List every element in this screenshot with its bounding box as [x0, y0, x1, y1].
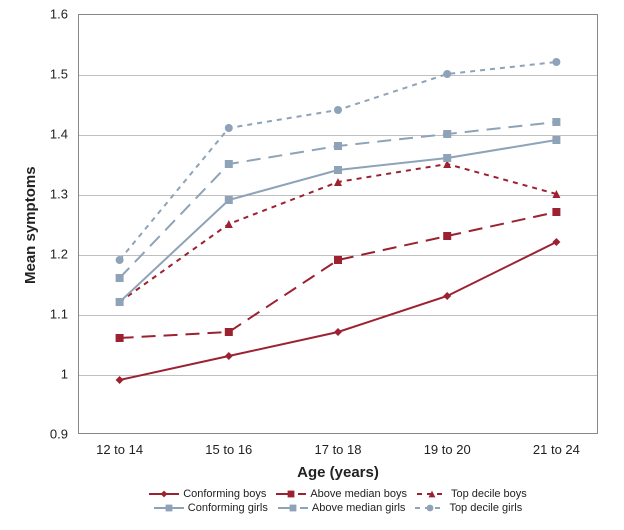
- x-tick-label: 12 to 14: [96, 442, 143, 457]
- legend-swatch-above_median_girls: [278, 502, 308, 514]
- gridline: [79, 195, 597, 196]
- y-tick-label: 1.4: [0, 127, 68, 142]
- legend-row: Conforming girls Above median girls Top de…: [78, 502, 598, 514]
- x-tick-label: 19 to 20: [424, 442, 471, 457]
- x-tick-label: 17 to 18: [315, 442, 362, 457]
- legend-label: Conforming girls: [188, 502, 268, 514]
- gridline: [79, 255, 597, 256]
- legend: Conforming boys Above median boys Top deci…: [78, 486, 598, 516]
- x-tick-label: 21 to 24: [533, 442, 580, 457]
- y-tick-label: 1.6: [0, 7, 68, 22]
- legend-label: Top decile girls: [449, 502, 522, 514]
- legend-label: Conforming boys: [183, 488, 266, 500]
- legend-item-top_decile_girls: Top decile girls: [415, 502, 522, 514]
- y-tick-label: 1.3: [0, 187, 68, 202]
- gridline: [79, 135, 597, 136]
- y-tick-label: 1.1: [0, 307, 68, 322]
- legend-swatch-conforming_girls: [154, 502, 184, 514]
- legend-swatch-top_decile_boys: [417, 488, 447, 500]
- y-tick-label: 0.9: [0, 427, 68, 442]
- plot-area: [78, 14, 598, 434]
- gridline: [79, 315, 597, 316]
- legend-row: Conforming boys Above median boys Top deci…: [78, 488, 598, 500]
- legend-item-conforming_girls: Conforming girls: [154, 502, 268, 514]
- gridline: [79, 375, 597, 376]
- gridline: [79, 75, 597, 76]
- chart-container: Mean symptoms Age (years) Conforming boy…: [0, 0, 624, 530]
- legend-swatch-conforming_boys: [149, 488, 179, 500]
- legend-swatch-top_decile_girls: [415, 502, 445, 514]
- legend-swatch-above_median_boys: [276, 488, 306, 500]
- legend-item-above_median_girls: Above median girls: [278, 502, 406, 514]
- y-tick-label: 1.2: [0, 247, 68, 262]
- legend-label: Above median boys: [310, 488, 407, 500]
- y-axis-title: Mean symptoms: [22, 166, 39, 284]
- legend-item-above_median_boys: Above median boys: [276, 488, 407, 500]
- y-tick-label: 1: [0, 367, 68, 382]
- legend-item-conforming_boys: Conforming boys: [149, 488, 266, 500]
- legend-label: Above median girls: [312, 502, 406, 514]
- x-axis-title: Age (years): [78, 464, 598, 481]
- legend-label: Top decile boys: [451, 488, 527, 500]
- y-tick-label: 1.5: [0, 67, 68, 82]
- legend-item-top_decile_boys: Top decile boys: [417, 488, 527, 500]
- x-tick-label: 15 to 16: [205, 442, 252, 457]
